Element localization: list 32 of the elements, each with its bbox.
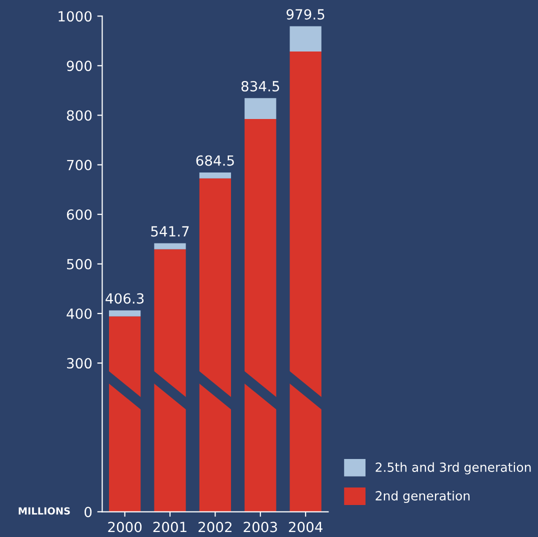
total-label: 406.3 xyxy=(106,293,144,304)
y-tick-label: 600 xyxy=(66,209,92,220)
y-tick-label: 0 xyxy=(84,506,92,518)
total-label: 684.5 xyxy=(196,155,234,166)
x-tick-label: 2003 xyxy=(244,522,277,532)
y-axis-title: MILLIONS xyxy=(18,507,70,515)
legend-label: 2.5th and 3rd generation xyxy=(376,462,531,474)
total-label: 979.5 xyxy=(286,9,324,20)
bar xyxy=(109,316,141,512)
y-tick-label: 700 xyxy=(67,160,92,170)
x-tick-label: 2004 xyxy=(288,522,322,532)
bar xyxy=(199,178,232,512)
y-tick-label: 900 xyxy=(66,60,92,72)
y-tick-label: 800 xyxy=(66,110,92,121)
bar xyxy=(154,249,186,512)
y-tick-label: 400 xyxy=(66,308,92,319)
total-label: 541.7 xyxy=(151,226,189,237)
bar xyxy=(244,98,276,119)
bar xyxy=(290,52,322,512)
bar xyxy=(199,172,232,178)
bar xyxy=(244,118,276,512)
bar xyxy=(154,243,186,250)
y-tick-label: 500 xyxy=(67,258,92,270)
total-label: 834.5 xyxy=(241,80,280,92)
x-tick-label: 2001 xyxy=(153,522,186,532)
legend-label: 2nd generation xyxy=(376,490,470,503)
y-tick-label: 1000 xyxy=(58,11,92,22)
bar xyxy=(290,26,322,52)
x-tick-label: 2000 xyxy=(108,522,142,532)
bar xyxy=(109,310,141,316)
y-tick-label: 300 xyxy=(67,358,92,369)
x-tick-label: 2002 xyxy=(198,522,232,532)
